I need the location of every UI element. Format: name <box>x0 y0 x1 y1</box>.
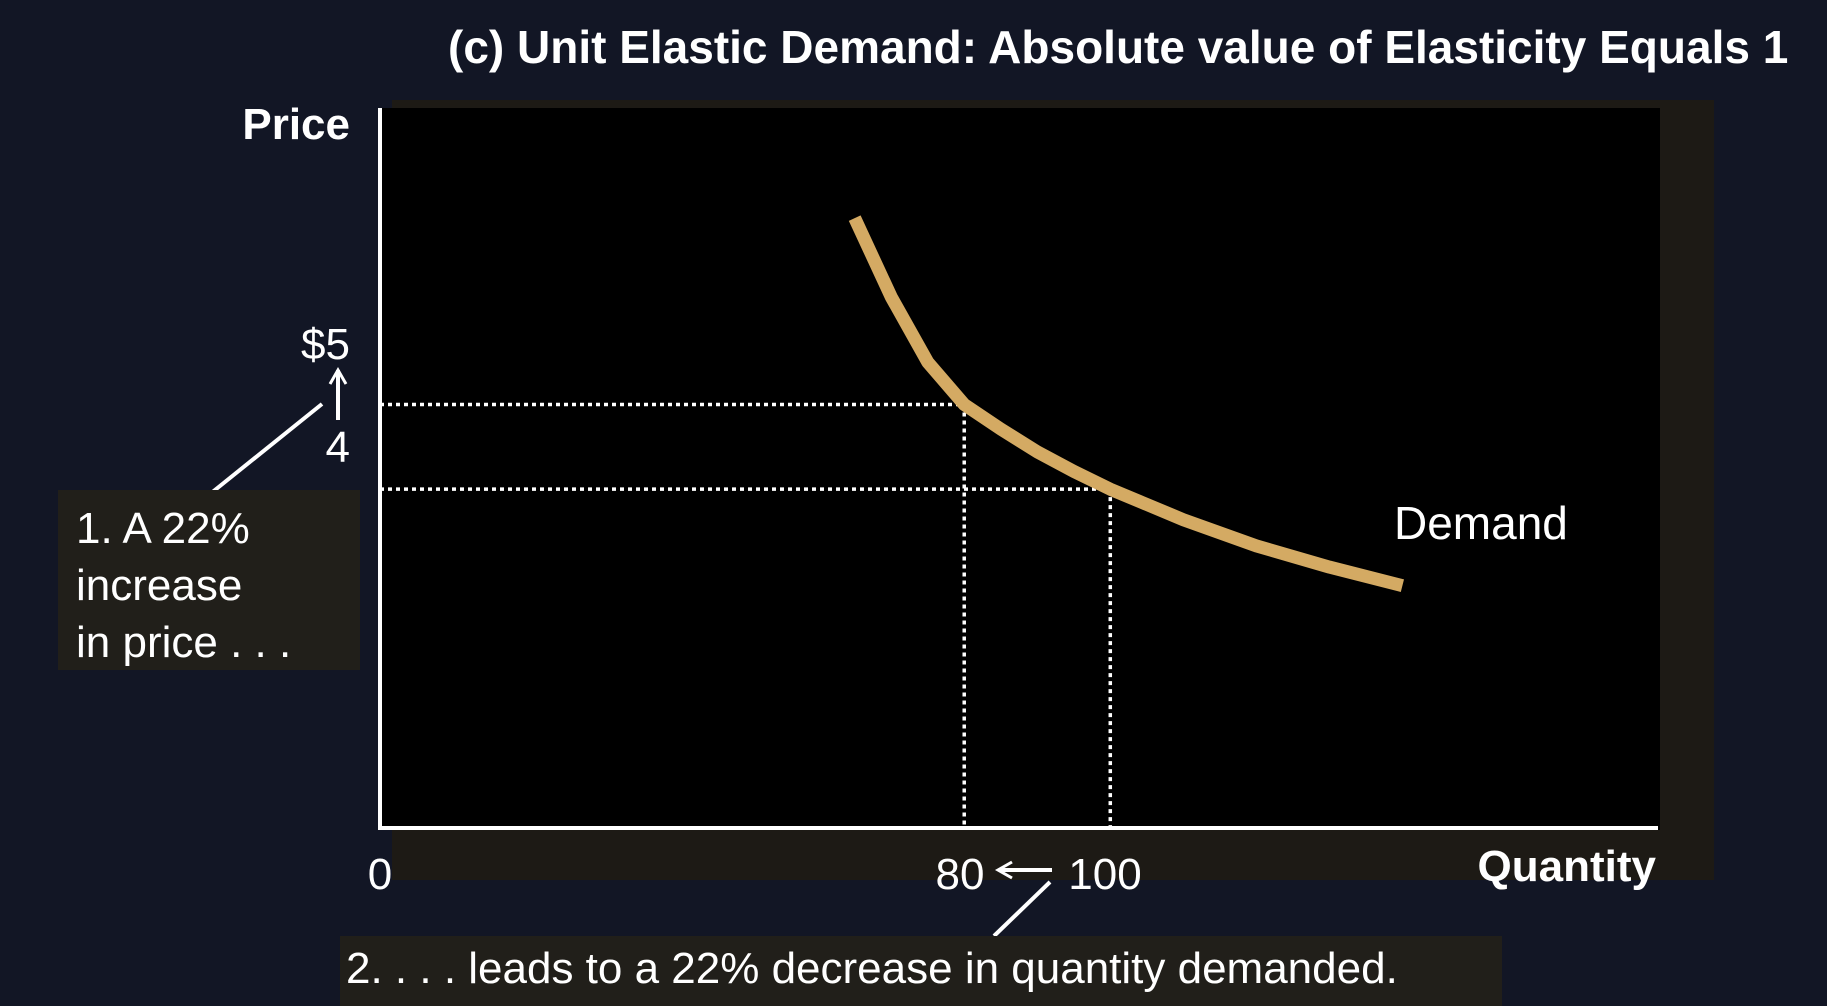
quantity-decrease-annotation: 2. . . . leads to a 22% decrease in quan… <box>340 936 1502 1006</box>
note1-line-1: 1. A 22% <box>76 500 342 557</box>
x-tick-label-0: 0 <box>355 850 405 900</box>
x-tick-label-80: 80 <box>910 850 1010 900</box>
price-increase-annotation: 1. A 22% increase in price . . . <box>58 490 360 670</box>
y-tick-label-4: 4 <box>250 423 350 473</box>
y-axis-label: Price <box>200 100 350 150</box>
demand-curve <box>855 218 1403 586</box>
note1-line-3: in price . . . <box>76 614 342 671</box>
x-axis-label: Quantity <box>1420 842 1656 892</box>
demand-series-label: Demand <box>1394 496 1568 550</box>
note1-line-2: increase <box>76 557 342 614</box>
x-tick-label-100: 100 <box>1055 850 1155 900</box>
y-tick-label-5: $5 <box>250 320 350 370</box>
